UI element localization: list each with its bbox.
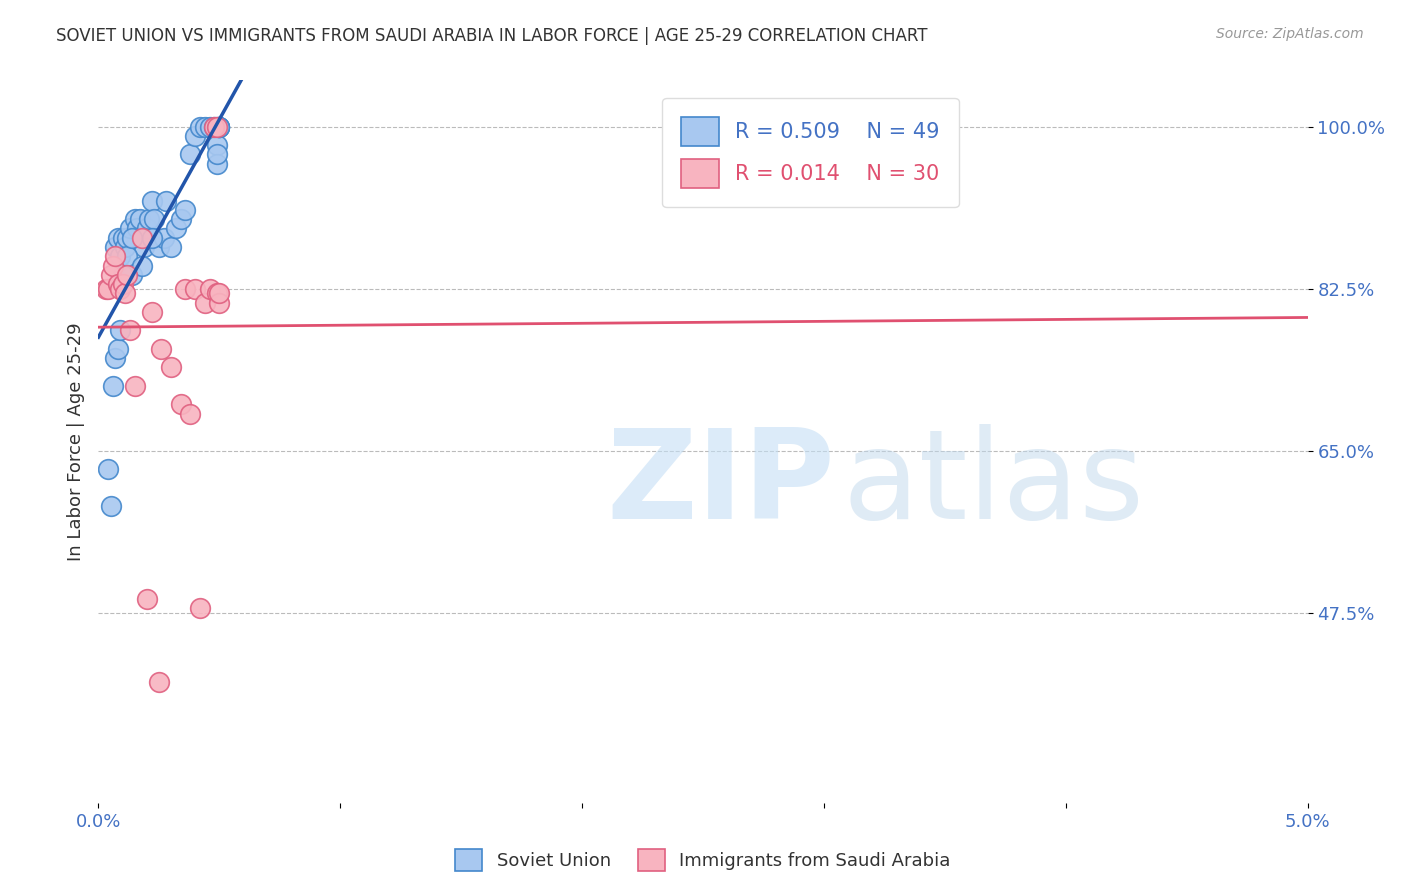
Point [114,240,136,254]
Point [127,221,149,235]
Text: atlas: atlas [842,425,1144,545]
Point [152,231,174,245]
Point [117,249,139,263]
Point [205,147,228,161]
Point [111,268,134,282]
Point [135,592,157,607]
Point [128,212,150,227]
Point [205,286,228,301]
Point [204,120,226,134]
Point [141,231,163,245]
Point [179,147,201,161]
Point [97,462,120,476]
Point [107,277,129,291]
Point [107,231,129,245]
Point [101,379,124,393]
Point [101,259,124,273]
Point [174,282,197,296]
Point [94,282,117,296]
Point [108,323,131,337]
Legend: Soviet Union, Immigrants from Saudi Arabia: Soviet Union, Immigrants from Saudi Arab… [449,842,957,879]
Point [134,240,156,254]
Point [205,138,228,153]
Point [179,407,201,421]
Text: ZIP: ZIP [606,425,835,545]
Point [204,120,226,134]
Point [205,120,228,134]
Point [208,120,231,134]
Point [111,231,134,245]
Point [150,342,173,356]
Point [111,277,134,291]
Point [208,295,231,310]
Point [169,397,191,411]
Point [131,259,153,273]
Point [174,202,197,217]
Point [124,212,146,227]
Point [160,360,183,375]
Point [165,221,187,235]
Point [104,240,127,254]
Y-axis label: In Labor Force | Age 25-29: In Labor Force | Age 25-29 [66,322,84,561]
Point [141,305,163,319]
Point [184,128,207,143]
Point [141,194,163,208]
Point [117,268,139,282]
Point [184,282,207,296]
Point [118,323,141,337]
Point [148,675,170,690]
Point [124,379,146,393]
Point [118,221,141,235]
Point [169,212,191,227]
Point [208,120,231,134]
Point [100,500,122,514]
Point [108,282,131,296]
Point [143,212,166,227]
Point [205,120,228,134]
Point [208,286,231,301]
Point [121,231,143,245]
Point [121,268,143,282]
Point [138,212,160,227]
Text: SOVIET UNION VS IMMIGRANTS FROM SAUDI ARABIA IN LABOR FORCE | AGE 25-29 CORRELAT: SOVIET UNION VS IMMIGRANTS FROM SAUDI AR… [56,27,928,45]
Point [188,601,211,615]
Point [117,231,139,245]
Point [107,342,129,356]
Point [148,240,170,254]
Point [194,120,217,134]
Point [208,120,231,134]
Point [198,120,221,134]
Point [205,156,228,170]
Point [198,282,221,296]
Legend: R = 0.509    N = 49, R = 0.014    N = 30: R = 0.509 N = 49, R = 0.014 N = 30 [662,98,959,207]
Point [104,351,127,366]
Point [104,249,127,263]
Point [188,120,211,134]
Point [194,295,217,310]
Point [208,120,231,134]
Point [100,268,122,282]
Point [131,231,153,245]
Point [155,194,177,208]
Point [97,282,120,296]
Point [131,231,153,245]
Point [108,249,131,263]
Point [114,286,136,301]
Point [160,240,183,254]
Point [135,221,157,235]
Text: Source: ZipAtlas.com: Source: ZipAtlas.com [1216,27,1364,41]
